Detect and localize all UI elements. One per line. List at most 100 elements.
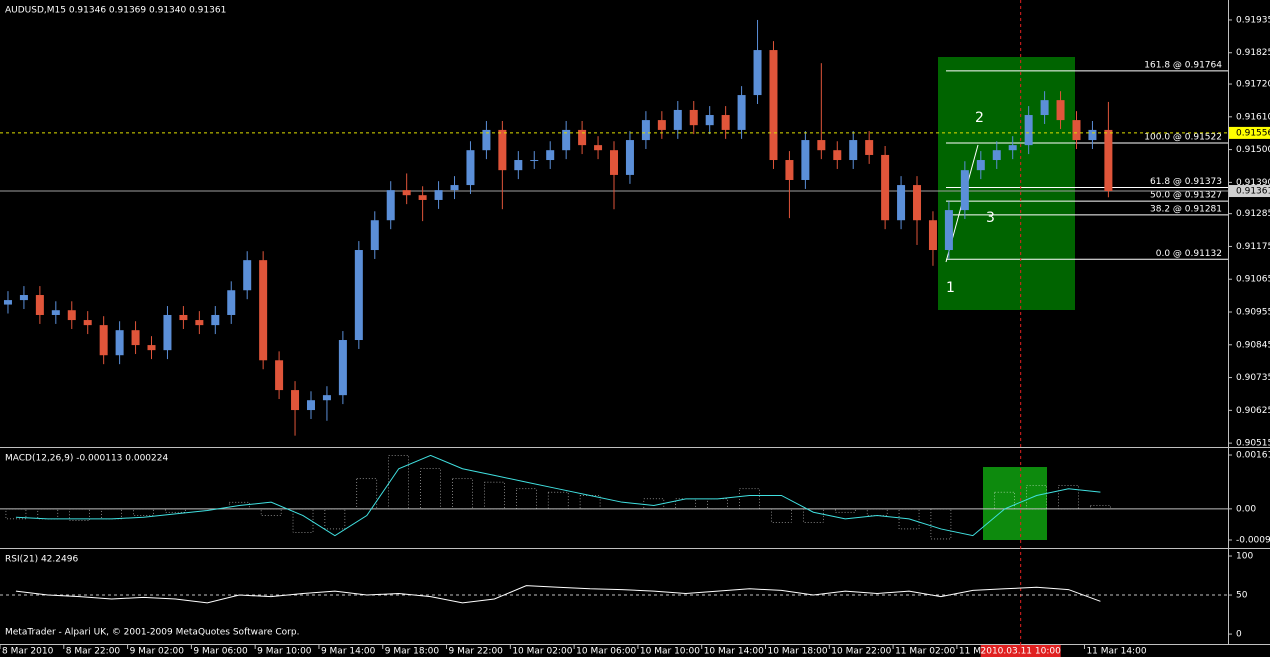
candle-body [897,185,906,221]
y-tick-label: 0.90955 [1236,308,1270,318]
candle-body [115,330,124,356]
candle-body [992,150,1001,161]
fib-label: 161.8 @ 0.91764 [1144,60,1222,70]
x-tick-label: 9 Mar 02:00 [130,647,185,657]
x-tick-label: 9 Mar 18:00 [385,647,440,657]
macd-bar [643,498,665,510]
candle-body [913,185,922,221]
candle-body [450,185,459,191]
candle-body [1056,100,1065,121]
candle-body [19,295,28,301]
candle-body [131,330,140,346]
candle-body [386,190,395,221]
candle-body [881,154,890,221]
candle-body [322,395,331,401]
candle-body [402,190,411,196]
x-tick-label: 11 Mar 14:00 [1086,647,1146,657]
candle-body [418,195,427,200]
y-tick-label: 0.90845 [1236,340,1270,350]
y-tick-label: 0.90625 [1236,406,1270,416]
fib-label: 61.8 @ 0.91373 [1150,177,1222,187]
candle-body [1088,129,1097,141]
candle-body [817,140,826,151]
macd-bar [739,488,760,510]
candle-body [1104,129,1113,192]
candle-body [610,150,618,175]
y-tick-label: 100 [1236,552,1253,562]
crosshair-label: 2010.03.11 10:00 [981,647,1062,657]
candle-body [243,260,252,291]
macd-title: MACD(12,26,9) -0.000113 0.000224 [5,454,168,464]
x-tick-label: 8 Mar 22:00 [66,647,121,657]
candle-body [1040,100,1049,116]
candle-body [865,140,874,155]
candle-body [944,210,953,251]
last-label: 0.91361 [1236,187,1270,197]
footer: MetaTrader - Alpari UK, © 2001-2009 Meta… [5,628,299,638]
x-tick-label: 10 Mar 14:00 [704,647,764,657]
candle-body [673,109,682,130]
y-tick-label: 0.91935 [1236,15,1270,25]
macd-bar [1026,485,1047,510]
candle-body [3,300,12,305]
candle-body [705,115,714,126]
candle-body [227,290,236,315]
candle-body [689,109,698,126]
x-tick-label: 9 Mar 22:00 [449,647,504,657]
y-tick-label: 0 [1236,630,1242,640]
x-tick-label: 10 Mar 22:00 [831,647,891,657]
rsi-title: RSI(21) 42.2496 [5,555,78,565]
candle-body [928,220,937,251]
macd-bar [1058,485,1079,510]
y-tick-label: 0.00161 [1236,451,1270,461]
candle-body [306,400,315,411]
candle-body [785,160,794,180]
y-tick-label: 0.91175 [1236,242,1270,252]
candle-body [562,129,571,151]
wave-label: 3 [986,210,995,226]
macd-bar [516,488,537,510]
y-tick-label: 0.00 [1236,504,1256,514]
candle-body [195,320,204,326]
candle-body [354,250,363,341]
candle-body [657,120,666,130]
x-tick-label: 9 Mar 10:00 [257,647,312,657]
macd-bar [547,491,569,510]
candle-body [594,145,603,151]
x-tick-label: 10 Mar 02:00 [512,647,572,657]
macd-bar [420,468,441,510]
fib-label: 50.0 @ 0.91327 [1150,191,1222,201]
x-tick-label: 9 Mar 06:00 [193,647,248,657]
candle-body [434,190,443,200]
highlight-box [938,57,1075,310]
wave-label: 2 [975,110,984,126]
bid-label: 0.91556 [1236,128,1270,138]
candle-body [498,129,507,171]
x-tick-label: 8 Mar 2010 [2,647,54,657]
candle-body [546,150,555,161]
candle-body [99,325,108,356]
candle-body [737,95,746,130]
candle-body [530,160,539,162]
rsi-line [15,585,1101,604]
macd-highlight-box [983,467,1047,540]
candle-body [163,314,172,351]
candle-body [83,320,92,326]
candle-body [466,150,475,186]
y-tick-label: 0.91720 [1236,80,1270,90]
x-tick-label: 11 Mar 02:00 [895,647,955,657]
y-tick-label: 0.91390 [1236,178,1270,188]
candle-body [35,295,44,315]
candle-body [625,140,634,175]
fib-label: 0.0 @ 0.91132 [1156,249,1222,259]
candle-body [721,115,730,130]
candle-body [769,50,778,161]
y-tick-label: 0.91610 [1236,112,1270,122]
candle-body [641,120,650,141]
x-tick-label: 10 Mar 06:00 [576,647,636,657]
signal-line [15,454,1101,537]
y-tick-label: 0.91500 [1236,145,1270,155]
x-tick-label: 10 Mar 18:00 [768,647,828,657]
fib-label: 100.0 @ 0.91522 [1144,133,1222,143]
